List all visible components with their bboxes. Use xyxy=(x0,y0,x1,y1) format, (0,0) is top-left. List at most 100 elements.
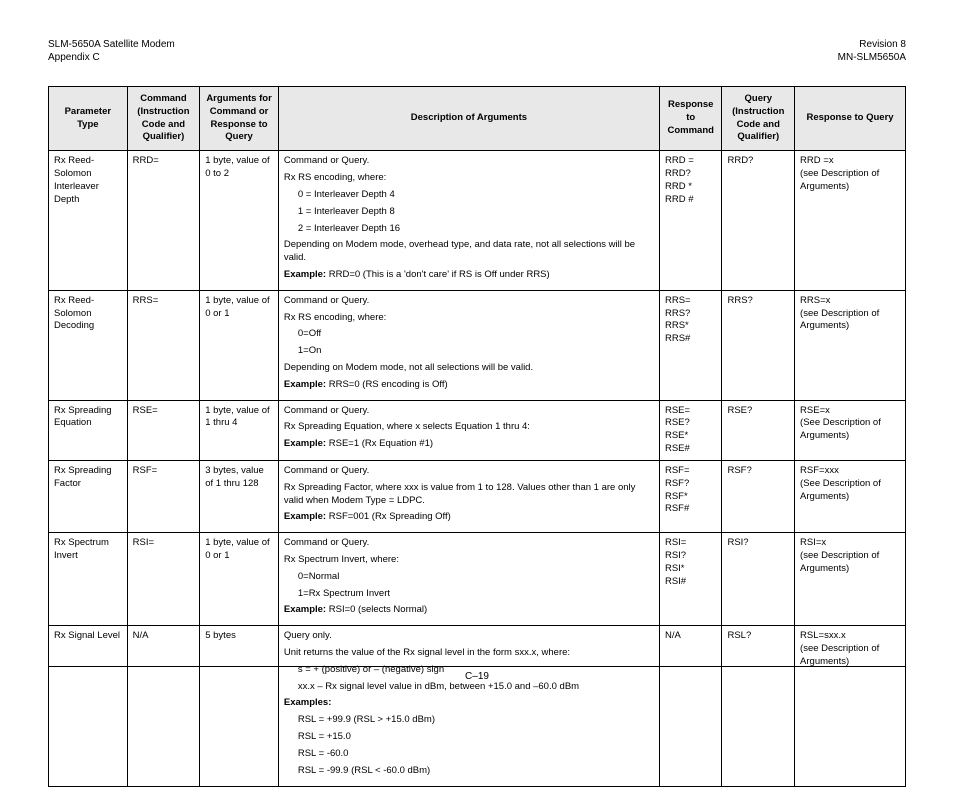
cell-resp: RRS= RRS? RRS* RRS# xyxy=(659,290,722,400)
col-args: Arguments for Command or Response to Que… xyxy=(200,87,279,151)
desc-line: 1=Rx Spectrum Invert xyxy=(298,588,654,601)
hdr-appendix: Appendix C xyxy=(48,51,175,64)
cell-query: RSL? xyxy=(722,626,795,786)
desc-line: 1=On xyxy=(298,345,654,358)
col-qresp: Response to Query xyxy=(795,87,906,151)
desc-line: xx.x – Rx signal level value in dBm, bet… xyxy=(298,681,654,694)
col-query: Query (Instruction Code and Qualifier) xyxy=(722,87,795,151)
desc-line: RSL = -60.0 xyxy=(298,748,654,761)
desc-line: RSL = +99.9 (RSL > +15.0 dBm) xyxy=(298,714,654,727)
desc-line: Rx RS encoding, where: xyxy=(284,172,654,185)
cell-qresp: RSF=xxx (See Description of Arguments) xyxy=(795,460,906,532)
cell-resp: RSE= RSE? RSE* RSE# xyxy=(659,400,722,460)
cell-param: Rx Spreading Factor xyxy=(49,460,128,532)
cell-param: Rx Reed-Solomon Decoding xyxy=(49,290,128,400)
desc-text: RSI=0 (selects Normal) xyxy=(326,604,427,615)
desc-line: 0=Off xyxy=(298,328,654,341)
desc-text: RSF=001 (Rx Spreading Off) xyxy=(326,511,451,522)
desc-line: Command or Query. xyxy=(284,405,654,418)
header-left: SLM-5650A Satellite Modem Appendix C xyxy=(48,38,175,64)
cell-query: RSE? xyxy=(722,400,795,460)
desc-bold: Example: xyxy=(284,604,326,615)
desc-line: Example: RRD=0 (This is a 'don't care' i… xyxy=(284,269,654,282)
table-row: Rx Spectrum InvertRSI=1 byte, value of 0… xyxy=(49,533,906,626)
cell-args: 5 bytes xyxy=(200,626,279,786)
desc-line: Command or Query. xyxy=(284,537,654,550)
cell-resp: RSI= RSI? RSI* RSI# xyxy=(659,533,722,626)
cell-desc: Query only. Unit returns the value of the… xyxy=(278,626,659,786)
desc-line: Rx Spreading Equation, where x selects E… xyxy=(284,421,654,434)
desc-bold: Examples: xyxy=(284,697,332,708)
header-right: Revision 8 MN-SLM5650A xyxy=(838,38,906,64)
desc-line: Example: RRS=0 (RS encoding is Off) xyxy=(284,379,654,392)
cell-args: 1 byte, value of 0 or 1 xyxy=(200,533,279,626)
cell-desc: Command or Query. Rx RS encoding, where: 0… xyxy=(278,290,659,400)
cell-qresp: RRD =x (see Description of Arguments) xyxy=(795,151,906,291)
col-resp: Response to Command xyxy=(659,87,722,151)
cell-query: RSI? xyxy=(722,533,795,626)
cell-desc: Command or Query. Rx Spectrum Invert, whe… xyxy=(278,533,659,626)
col-param: Parameter Type xyxy=(49,87,128,151)
col-desc: Description of Arguments xyxy=(278,87,659,151)
table-row: Rx Spreading FactorRSF=3 bytes, value of… xyxy=(49,460,906,532)
cell-desc: Command or Query. Rx Spreading Factor, wh… xyxy=(278,460,659,532)
desc-line: Examples: xyxy=(284,697,654,710)
desc-bold: Example: xyxy=(284,511,326,522)
page-header: SLM-5650A Satellite Modem Appendix C Rev… xyxy=(48,38,906,64)
table-header-row: Parameter Type Command (Instruction Code… xyxy=(49,87,906,151)
desc-line: Depending on Modem mode, not all selecti… xyxy=(284,362,654,375)
hdr-docnum: MN-SLM5650A xyxy=(838,51,906,64)
page-footer: C–19 xyxy=(48,666,906,682)
cell-cmd: N/A xyxy=(127,626,200,786)
desc-line: Rx Spectrum Invert, where: xyxy=(284,554,654,567)
cell-cmd: RRD= xyxy=(127,151,200,291)
desc-line: Depending on Modem mode, overhead type, … xyxy=(284,239,654,265)
table-row: Rx Signal LevelN/A5 bytesQuery only.Unit… xyxy=(49,626,906,786)
cell-args: 1 byte, value of 1 thru 4 xyxy=(200,400,279,460)
cell-resp: RSF= RSF? RSF* RSF# xyxy=(659,460,722,532)
desc-line: 0 = Interleaver Depth 4 xyxy=(298,189,654,202)
cell-resp: N/A xyxy=(659,626,722,786)
cell-desc: Command or Query. Rx Spreading Equation, … xyxy=(278,400,659,460)
cell-param: Rx Reed-Solomon Interleaver Depth xyxy=(49,151,128,291)
table-row: Rx Reed-Solomon DecodingRRS=1 byte, valu… xyxy=(49,290,906,400)
hdr-product: SLM-5650A Satellite Modem xyxy=(48,38,175,51)
cell-args: 3 bytes, value of 1 thru 128 xyxy=(200,460,279,532)
desc-bold: Example: xyxy=(284,269,326,280)
desc-line: Query only. xyxy=(284,630,654,643)
cell-cmd: RSI= xyxy=(127,533,200,626)
cell-qresp: RSL=sxx.x (see Description of Arguments) xyxy=(795,626,906,786)
desc-line: Example: RSI=0 (selects Normal) xyxy=(284,604,654,617)
cell-query: RRS? xyxy=(722,290,795,400)
cell-resp: RRD = RRD? RRD * RRD # xyxy=(659,151,722,291)
desc-line: Unit returns the value of the Rx signal … xyxy=(284,647,654,660)
desc-line: Rx RS encoding, where: xyxy=(284,312,654,325)
cell-query: RRD? xyxy=(722,151,795,291)
hdr-revision: Revision 8 xyxy=(838,38,906,51)
desc-line: Command or Query. xyxy=(284,295,654,308)
desc-line: RSL = +15.0 xyxy=(298,731,654,744)
desc-line: 1 = Interleaver Depth 8 xyxy=(298,206,654,219)
table-row: Rx Reed-Solomon Interleaver DepthRRD=1 b… xyxy=(49,151,906,291)
desc-line: RSL = -99.9 (RSL < -60.0 dBm) xyxy=(298,765,654,778)
page-number: C–19 xyxy=(465,671,489,682)
desc-line: Example: RSF=001 (Rx Spreading Off) xyxy=(284,511,654,524)
cell-param: Rx Signal Level xyxy=(49,626,128,786)
cell-param: Rx Spectrum Invert xyxy=(49,533,128,626)
desc-line: Command or Query. xyxy=(284,465,654,478)
cell-qresp: RRS=x (see Description of Arguments) xyxy=(795,290,906,400)
cell-qresp: RSI=x (see Description of Arguments) xyxy=(795,533,906,626)
cell-args: 1 byte, value of 0 or 1 xyxy=(200,290,279,400)
desc-bold: Example: xyxy=(284,379,326,390)
cell-args: 1 byte, value of 0 to 2 xyxy=(200,151,279,291)
cell-query: RSF? xyxy=(722,460,795,532)
desc-bold: Example: xyxy=(284,438,326,449)
cell-param: Rx Spreading Equation xyxy=(49,400,128,460)
desc-line: Example: RSE=1 (Rx Equation #1) xyxy=(284,438,654,451)
desc-line: 0=Normal xyxy=(298,571,654,584)
cell-cmd: RRS= xyxy=(127,290,200,400)
desc-line: Rx Spreading Factor, where xxx is value … xyxy=(284,482,654,508)
table-row: Rx Spreading EquationRSE=1 byte, value o… xyxy=(49,400,906,460)
cell-cmd: RSE= xyxy=(127,400,200,460)
desc-line: 2 = Interleaver Depth 16 xyxy=(298,223,654,236)
